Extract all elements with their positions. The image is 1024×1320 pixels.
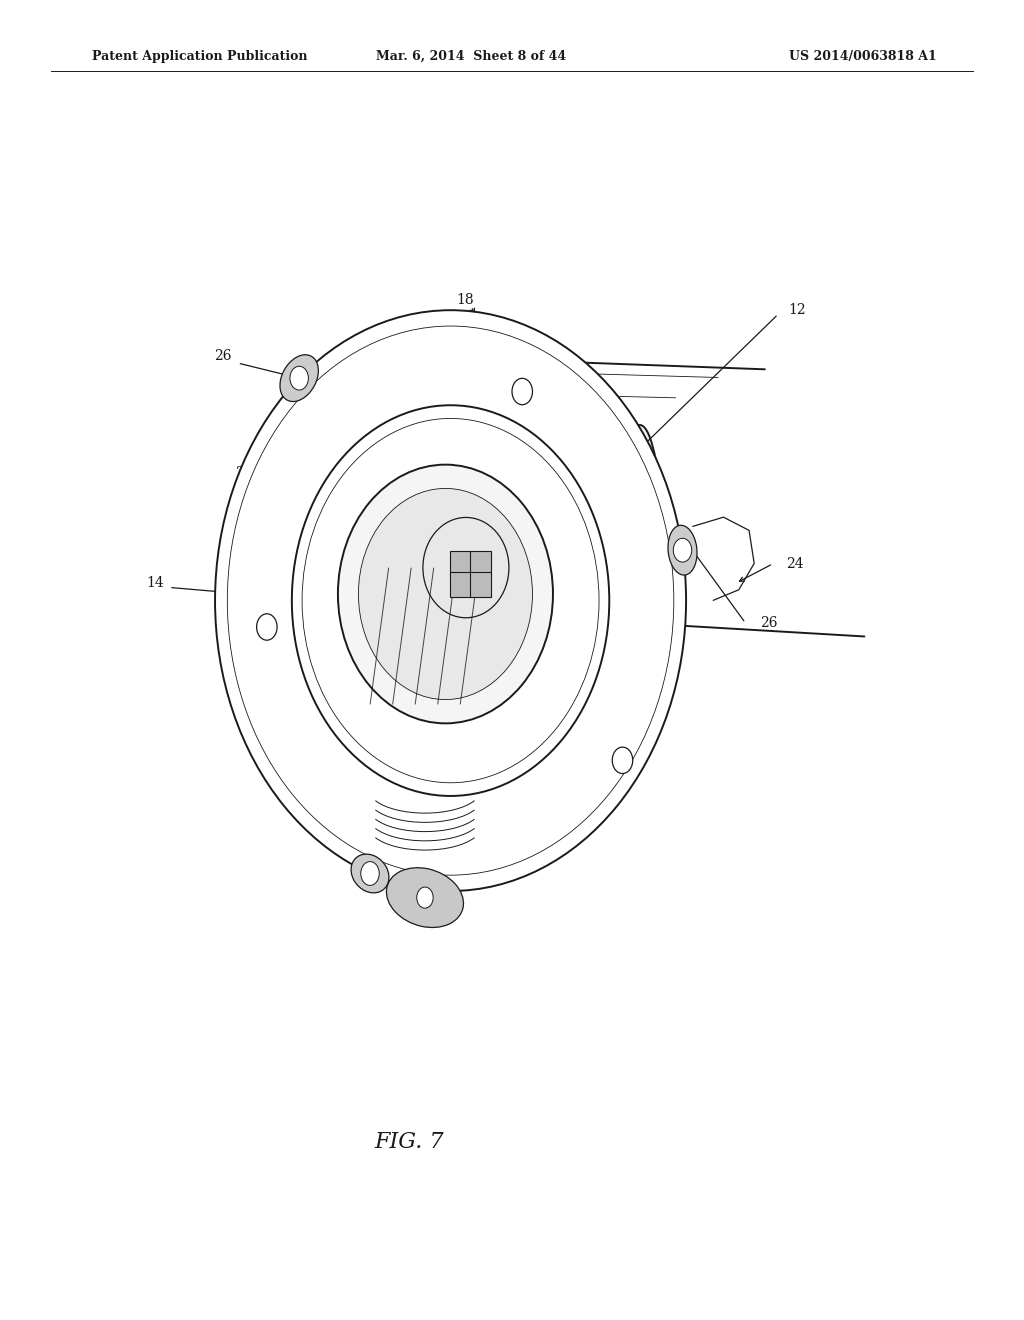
Ellipse shape [386,867,464,928]
Text: 50: 50 [357,619,376,632]
Text: 48: 48 [298,437,316,450]
Ellipse shape [668,525,697,576]
Text: 36B: 36B [453,558,479,572]
Text: 22: 22 [234,466,253,479]
Ellipse shape [338,465,553,723]
FancyBboxPatch shape [469,550,492,576]
FancyBboxPatch shape [451,572,471,597]
Ellipse shape [358,488,532,700]
Text: 18: 18 [456,293,474,306]
Circle shape [512,379,532,405]
Ellipse shape [351,854,389,892]
Ellipse shape [617,425,663,671]
Text: US 2014/0063818 A1: US 2014/0063818 A1 [790,50,937,63]
Circle shape [290,366,308,389]
Text: 36E: 36E [343,558,370,572]
Text: 26: 26 [416,426,434,440]
Ellipse shape [215,310,686,891]
Text: 36: 36 [635,554,652,568]
Text: 14: 14 [146,577,165,590]
Circle shape [674,539,692,562]
Text: Mar. 6, 2014  Sheet 8 of 44: Mar. 6, 2014 Sheet 8 of 44 [376,50,566,63]
Text: Patent Application Publication: Patent Application Publication [92,50,307,63]
Text: 12: 12 [788,304,806,317]
Ellipse shape [292,405,609,796]
Text: 26: 26 [214,350,232,363]
Circle shape [360,862,379,886]
Circle shape [257,614,278,640]
Text: 26: 26 [760,616,777,630]
Text: 36S: 36S [453,487,479,500]
FancyBboxPatch shape [451,550,471,576]
Circle shape [612,747,633,774]
Ellipse shape [280,355,318,401]
Text: 24: 24 [786,557,804,570]
FancyBboxPatch shape [469,572,492,597]
Text: FIG. 7: FIG. 7 [375,1131,444,1152]
Circle shape [417,887,433,908]
